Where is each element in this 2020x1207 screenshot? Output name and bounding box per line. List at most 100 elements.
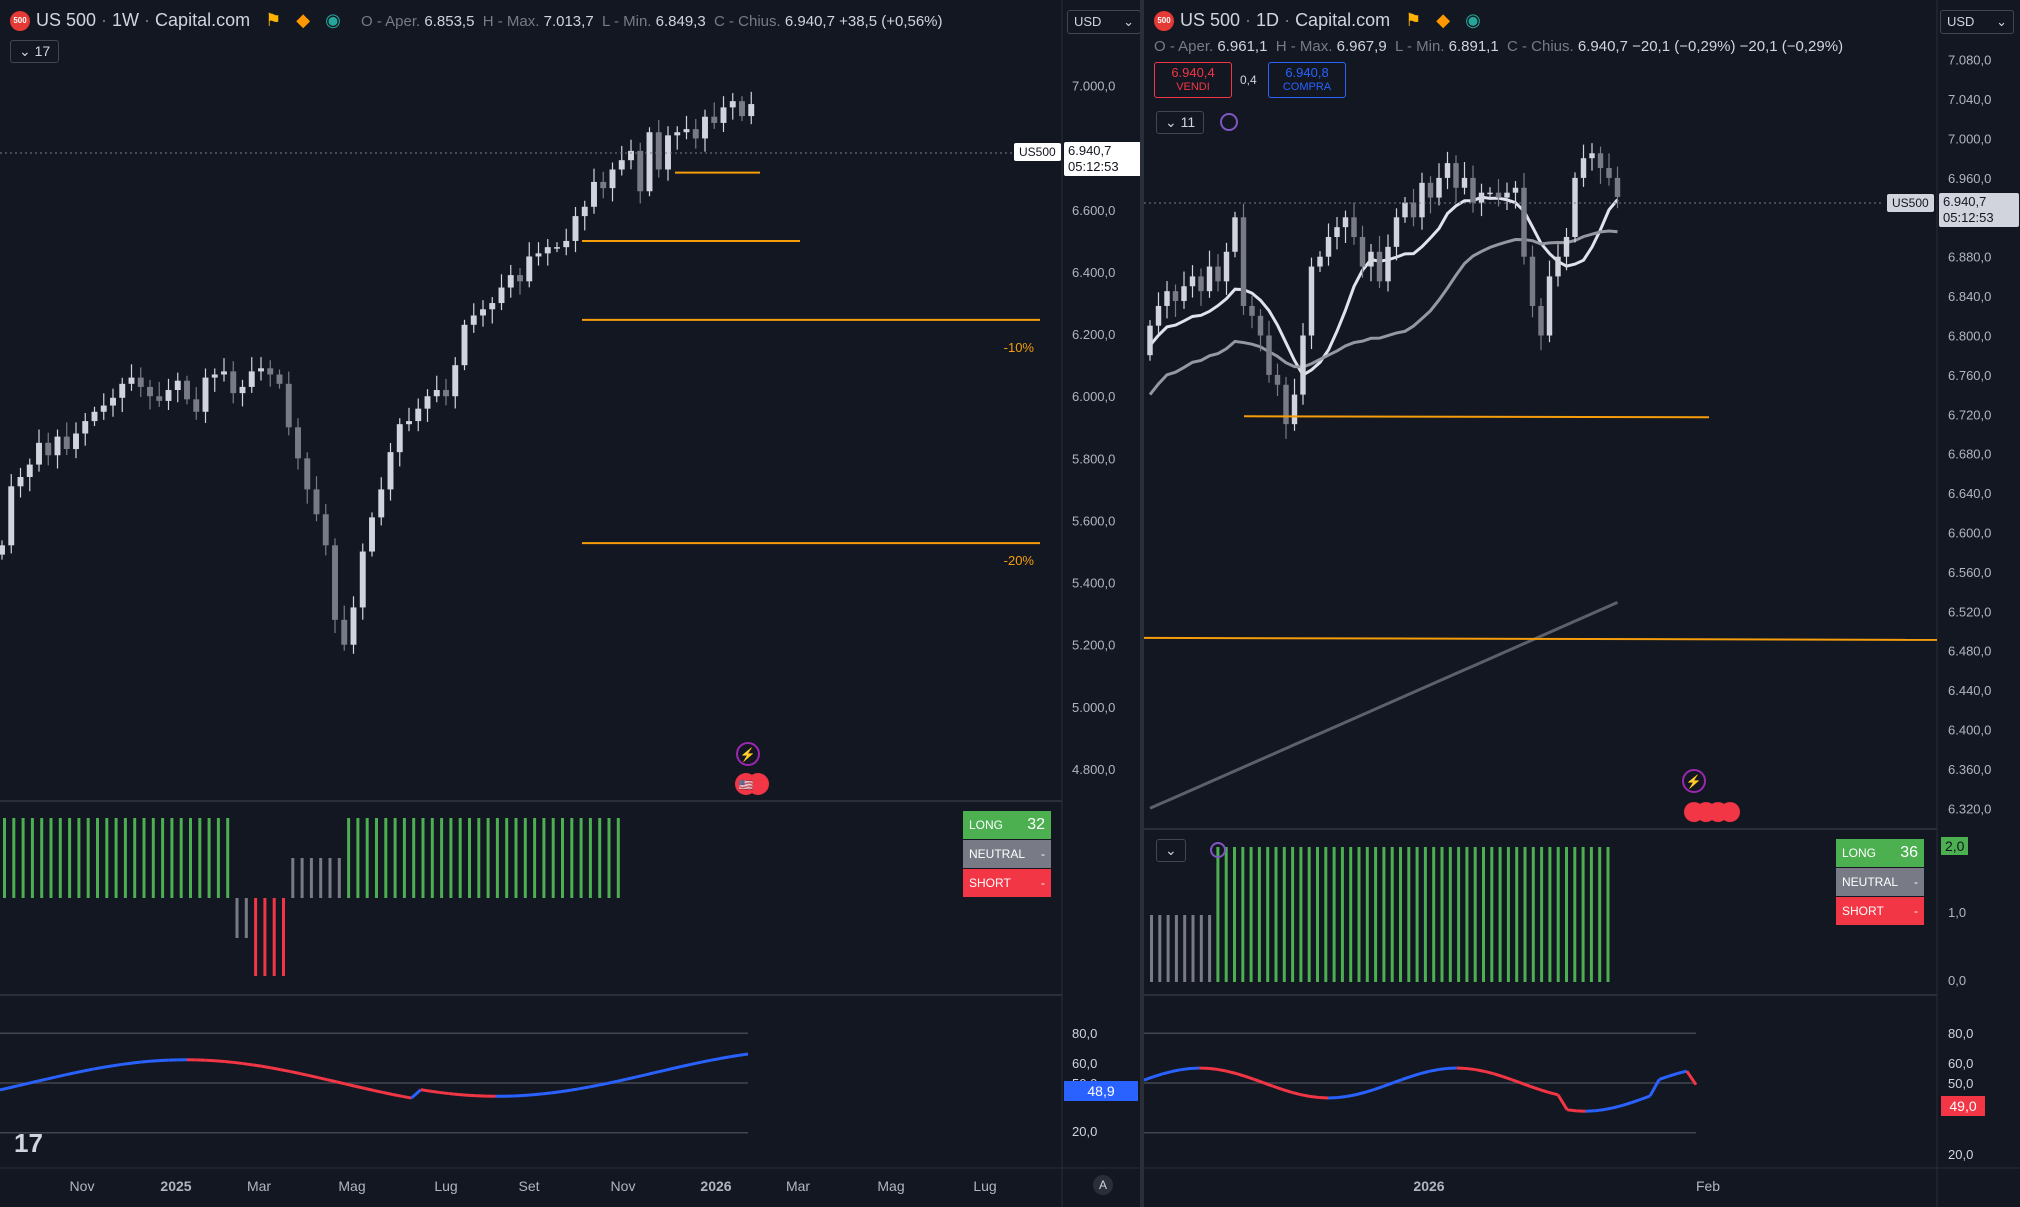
- flag-icon[interactable]: ⚑: [1405, 10, 1422, 30]
- oscillator: 80,060,050,020,0: [0, 1026, 1097, 1139]
- strength-bar: [96, 818, 99, 898]
- daily-chart-canvas[interactable]: 7.080,07.040,07.000,06.960,06.920,06.880…: [1144, 0, 2020, 1207]
- oscillator-value: 48,9: [1064, 1081, 1138, 1101]
- strength-bar: [179, 818, 183, 898]
- candle: [128, 364, 135, 391]
- tradingview-logo[interactable]: 17: [14, 1128, 43, 1158]
- oscillator-segment: [570, 1087, 580, 1092]
- symbol-name[interactable]: US 500: [1180, 10, 1241, 30]
- indicators-toggle[interactable]: ⌄ 17: [10, 40, 60, 63]
- flag-icon[interactable]: ⚑: [265, 10, 282, 30]
- buy-button[interactable]: 6.940,8 COMPRA: [1268, 62, 1346, 98]
- horizontal-level[interactable]: [1144, 636, 1938, 641]
- sync-icon[interactable]: [1210, 842, 1226, 858]
- oscillator-segment: [233, 1060, 244, 1066]
- oscillator-segment: [1484, 1069, 1494, 1076]
- indicator-pane-toggle[interactable]: ⌄: [1156, 839, 1186, 862]
- earnings-icon[interactable]: ⚡: [1682, 769, 1706, 793]
- oscillator-segment: [102, 1064, 113, 1069]
- strength-bar: [1498, 847, 1502, 982]
- strength-bar: [393, 818, 397, 898]
- weekly-chart-canvas[interactable]: 7.200,07.000,06.800,06.600,06.400,06.200…: [0, 0, 1140, 1207]
- price-axis[interactable]: 7.080,07.040,07.000,06.960,06.920,06.880…: [1948, 53, 1991, 817]
- time-tick-label: Nov: [611, 1178, 636, 1194]
- oscillator-segment: [1364, 1088, 1375, 1094]
- price-tick-label: 5.400,0: [1072, 576, 1115, 591]
- chevron-down-icon: ⌄: [1165, 114, 1177, 130]
- candle: [1283, 376, 1289, 439]
- diamond-icon[interactable]: ◆: [1436, 10, 1451, 30]
- currency-select[interactable]: USD ⌄: [1940, 10, 2014, 34]
- oscillator-segment: [1640, 1094, 1651, 1101]
- us-flag-event-icon[interactable]: 🇺🇸: [735, 773, 769, 795]
- layout-divider[interactable]: [1140, 0, 1144, 1207]
- oscillator-segment: [1667, 1072, 1679, 1078]
- candle: [276, 369, 283, 389]
- candle: [480, 300, 486, 327]
- moving-average-line[interactable]: [1148, 195, 1619, 378]
- candle: [591, 168, 597, 214]
- oscillator-segment: [1226, 1069, 1237, 1075]
- symbol-logo: 500: [1154, 11, 1174, 32]
- time-tick-label: Mar: [247, 1178, 271, 1194]
- daily-chart-pane[interactable]: 7.080,07.040,07.000,06.960,06.920,06.880…: [1144, 0, 2020, 1207]
- candle: [1563, 228, 1570, 271]
- oscillator-segment: [1162, 1070, 1172, 1076]
- horizontal-level[interactable]: [1243, 415, 1710, 419]
- symbol-name[interactable]: US 500: [36, 10, 97, 30]
- oscillator-segment: [289, 1069, 300, 1075]
- price-tick-label: 5.000,0: [1072, 700, 1115, 715]
- oscillator-segment: [383, 1091, 394, 1096]
- candles-group: [0, 91, 755, 654]
- time-tick-label: Lug: [973, 1178, 996, 1194]
- svg-text:🇺🇸: 🇺🇸: [739, 778, 754, 792]
- candle: [285, 371, 292, 436]
- candle: [729, 93, 736, 120]
- candle: [1470, 165, 1476, 213]
- neutral-row: NEUTRAL -: [1836, 868, 1924, 896]
- price-tick-label: 6.200,0: [1072, 327, 1115, 342]
- oscillator-segment: [1235, 1072, 1246, 1078]
- price-axis[interactable]: 7.200,07.000,06.800,06.600,06.400,06.200…: [1072, 17, 1115, 777]
- strength-bar: [1299, 847, 1303, 982]
- indicators-toggle[interactable]: ⌄ 11: [1156, 111, 1205, 134]
- us-flag-event-icon[interactable]: [1684, 802, 1740, 822]
- oscillator-segment: [1272, 1084, 1283, 1091]
- last-price-tag: 6.940,7 05:12:53: [1064, 142, 1142, 176]
- moving-average-line[interactable]: [1148, 229, 1618, 396]
- candle: [1325, 223, 1332, 266]
- candle: [1155, 292, 1162, 335]
- weekly-chart-pane[interactable]: 7.200,07.000,06.800,06.600,06.400,06.200…: [0, 0, 1142, 1207]
- strength-bar: [1233, 847, 1236, 982]
- sync-icon[interactable]: [1220, 113, 1238, 131]
- strength-bar: [1448, 847, 1452, 982]
- currency-select[interactable]: USD ⌄: [1067, 10, 1141, 34]
- candle: [1300, 323, 1306, 405]
- oscillator-segment: [691, 1060, 702, 1066]
- timeframe[interactable]: 1W: [112, 10, 140, 30]
- bar-countdown: 05:12:53: [1068, 159, 1119, 174]
- timeframe[interactable]: 1D: [1256, 10, 1280, 30]
- candle: [1538, 298, 1544, 351]
- time-axis[interactable]: 2026 Feb: [1413, 1178, 1720, 1194]
- last-price: 6.940,7: [1068, 143, 1112, 158]
- symbol-header[interactable]: 500 US 500 · 1D · Capital.com ⚑ ◆ ◉: [1154, 10, 1481, 32]
- strength-bar: [347, 818, 351, 898]
- candle: [202, 368, 209, 423]
- sell-button[interactable]: 6.940,4 VENDI: [1154, 62, 1232, 98]
- moving-average-line[interactable]: [1149, 601, 1619, 810]
- strength-bar: [1274, 847, 1278, 982]
- oscillator-segment: [1401, 1075, 1412, 1082]
- candle: [637, 142, 644, 204]
- time-axis[interactable]: Nov 2025 Mar Mag Lug Set Nov 2026 Mar Mag Lug: [70, 1178, 997, 1194]
- candle: [563, 228, 570, 256]
- price-tick-label: 6.680,0: [1948, 447, 1991, 462]
- diamond-icon[interactable]: ◆: [296, 10, 311, 30]
- price-tick-label: 6.400,0: [1072, 265, 1115, 280]
- auto-scale-button[interactable]: A: [1093, 1175, 1113, 1195]
- strength-bar: [1158, 915, 1162, 982]
- oscillator-segment: [663, 1066, 674, 1072]
- strength-bar: [244, 898, 248, 938]
- symbol-header[interactable]: 500 US 500 · 1W · Capital.com ⚑ ◆ ◉: [10, 10, 341, 32]
- earnings-icon[interactable]: ⚡: [736, 742, 760, 766]
